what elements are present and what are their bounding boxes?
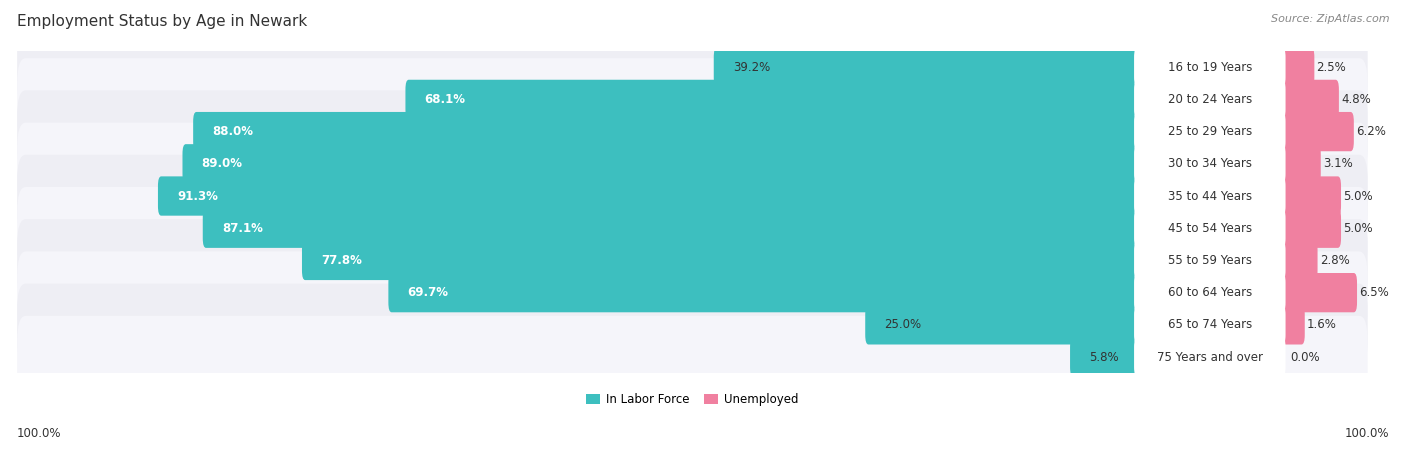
Text: 69.7%: 69.7% (408, 286, 449, 299)
Text: 75 Years and over: 75 Years and over (1157, 350, 1263, 364)
FancyBboxPatch shape (17, 251, 1368, 334)
FancyBboxPatch shape (17, 155, 1368, 237)
FancyBboxPatch shape (157, 176, 1139, 216)
Text: 60 to 64 Years: 60 to 64 Years (1168, 286, 1251, 299)
Text: 2.8%: 2.8% (1320, 254, 1350, 267)
Text: 5.0%: 5.0% (1343, 222, 1372, 235)
Text: 6.2%: 6.2% (1355, 125, 1386, 138)
Text: 100.0%: 100.0% (1344, 427, 1389, 440)
Text: 55 to 59 Years: 55 to 59 Years (1168, 254, 1251, 267)
FancyBboxPatch shape (1070, 337, 1139, 377)
Text: 77.8%: 77.8% (321, 254, 363, 267)
FancyBboxPatch shape (714, 47, 1139, 87)
FancyBboxPatch shape (17, 316, 1368, 398)
FancyBboxPatch shape (1135, 144, 1285, 184)
Text: 5.0%: 5.0% (1343, 189, 1372, 202)
Text: 65 to 74 Years: 65 to 74 Years (1168, 318, 1251, 331)
Text: 5.8%: 5.8% (1090, 350, 1119, 364)
FancyBboxPatch shape (17, 284, 1368, 366)
FancyBboxPatch shape (17, 26, 1368, 108)
Legend: In Labor Force, Unemployed: In Labor Force, Unemployed (586, 393, 799, 406)
Text: 25.0%: 25.0% (884, 318, 921, 331)
FancyBboxPatch shape (1135, 273, 1285, 312)
FancyBboxPatch shape (865, 305, 1139, 345)
FancyBboxPatch shape (1135, 208, 1285, 248)
Text: 2.5%: 2.5% (1316, 61, 1346, 74)
FancyBboxPatch shape (17, 90, 1368, 173)
Text: 39.2%: 39.2% (733, 61, 770, 74)
FancyBboxPatch shape (1281, 241, 1317, 280)
Text: 68.1%: 68.1% (425, 93, 465, 106)
FancyBboxPatch shape (17, 187, 1368, 269)
FancyBboxPatch shape (1281, 208, 1341, 248)
FancyBboxPatch shape (405, 80, 1139, 119)
Text: Employment Status by Age in Newark: Employment Status by Age in Newark (17, 14, 307, 28)
FancyBboxPatch shape (1281, 47, 1315, 87)
Text: 100.0%: 100.0% (17, 427, 62, 440)
FancyBboxPatch shape (193, 112, 1139, 151)
Text: 16 to 19 Years: 16 to 19 Years (1167, 61, 1251, 74)
FancyBboxPatch shape (1281, 112, 1354, 151)
Text: Source: ZipAtlas.com: Source: ZipAtlas.com (1271, 14, 1389, 23)
FancyBboxPatch shape (1135, 305, 1285, 345)
Text: 89.0%: 89.0% (201, 157, 243, 170)
FancyBboxPatch shape (1281, 273, 1357, 312)
Text: 4.8%: 4.8% (1341, 93, 1371, 106)
FancyBboxPatch shape (202, 208, 1139, 248)
FancyBboxPatch shape (1281, 305, 1305, 345)
Text: 20 to 24 Years: 20 to 24 Years (1168, 93, 1251, 106)
Text: 45 to 54 Years: 45 to 54 Years (1168, 222, 1251, 235)
Text: 30 to 34 Years: 30 to 34 Years (1168, 157, 1251, 170)
FancyBboxPatch shape (183, 144, 1139, 184)
Text: 6.5%: 6.5% (1360, 286, 1389, 299)
FancyBboxPatch shape (1135, 241, 1285, 280)
FancyBboxPatch shape (1135, 80, 1285, 119)
FancyBboxPatch shape (1281, 80, 1339, 119)
FancyBboxPatch shape (1135, 176, 1285, 216)
Text: 0.0%: 0.0% (1289, 350, 1319, 364)
FancyBboxPatch shape (1135, 112, 1285, 151)
Text: 91.3%: 91.3% (177, 189, 218, 202)
FancyBboxPatch shape (302, 241, 1139, 280)
FancyBboxPatch shape (388, 273, 1139, 312)
FancyBboxPatch shape (1281, 176, 1341, 216)
Text: 88.0%: 88.0% (212, 125, 253, 138)
Text: 1.6%: 1.6% (1308, 318, 1337, 331)
FancyBboxPatch shape (17, 123, 1368, 205)
Text: 35 to 44 Years: 35 to 44 Years (1168, 189, 1251, 202)
FancyBboxPatch shape (1281, 144, 1320, 184)
FancyBboxPatch shape (17, 58, 1368, 141)
Text: 25 to 29 Years: 25 to 29 Years (1168, 125, 1251, 138)
FancyBboxPatch shape (17, 219, 1368, 302)
FancyBboxPatch shape (1135, 47, 1285, 87)
Text: 3.1%: 3.1% (1323, 157, 1353, 170)
FancyBboxPatch shape (1135, 337, 1285, 377)
Text: 87.1%: 87.1% (222, 222, 263, 235)
